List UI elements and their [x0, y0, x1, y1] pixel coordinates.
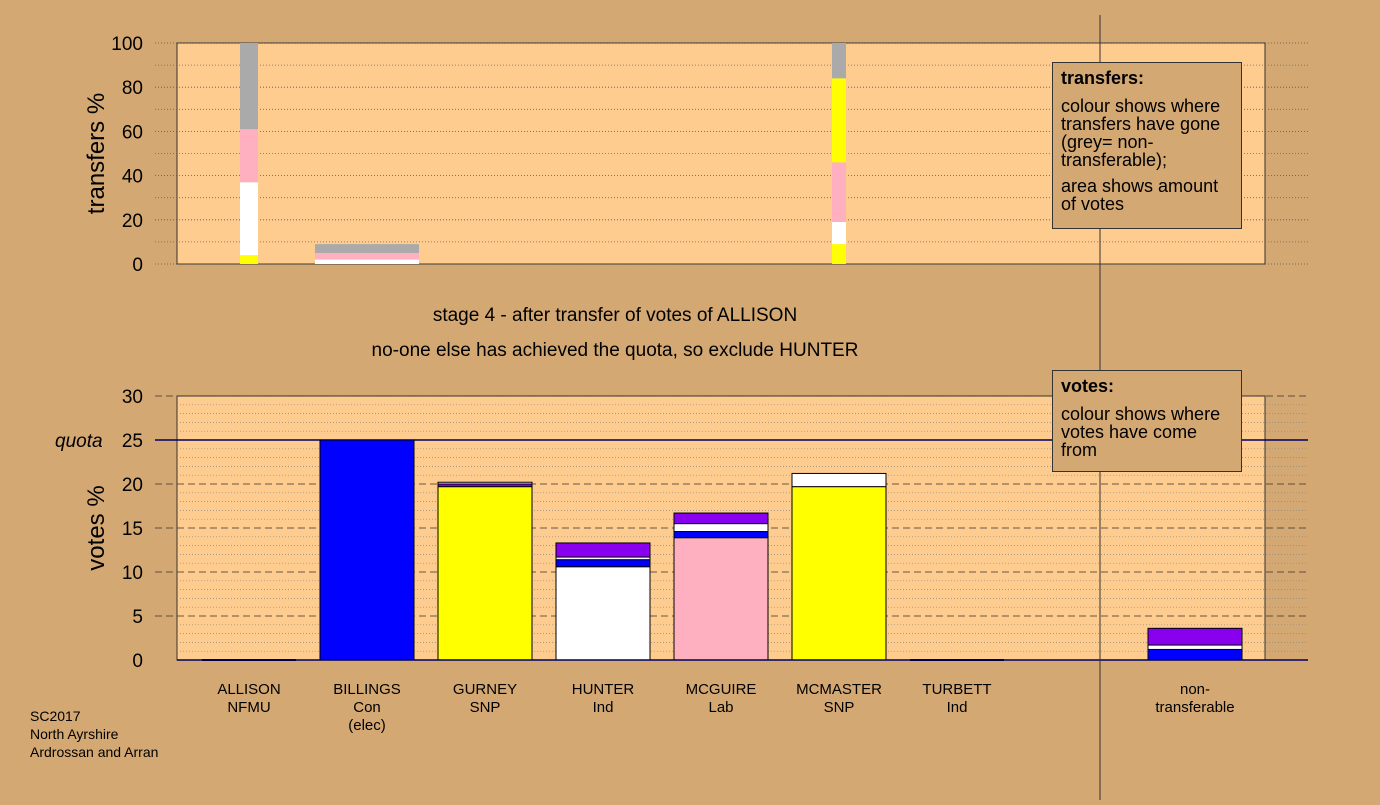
category-label-party: SNP [470, 699, 501, 716]
votes-y-tick-label: 10 [122, 563, 143, 584]
footer-election: SC2017 [30, 708, 81, 724]
category-label-party: Ind [947, 699, 968, 716]
footer: SC2017 North Ayrshire Ardrossan and Arra… [30, 707, 158, 761]
category-label-party: Ind [593, 699, 614, 716]
votes-y-tick-label: 20 [122, 475, 143, 496]
votes-bar-segment-mcguire [673, 537, 769, 661]
votes-bar-segment-mcguire [673, 512, 769, 525]
category-label-nontransferable-1: non- [1180, 681, 1210, 698]
votes-bar-segment-gurney [437, 486, 533, 661]
category-label-nontransferable-2: transferable [1155, 699, 1234, 716]
transfers-bar-segment-allison [240, 182, 258, 256]
category-label-name: TURBETT [922, 681, 991, 698]
category-label-name: GURNEY [453, 681, 517, 698]
category-label-party: NFMU [227, 699, 270, 716]
transfers-bar-segment-allison [240, 43, 258, 130]
votes-legend-title: votes: [1061, 376, 1115, 396]
transfers-bar-segment-mcmaster [832, 222, 846, 245]
category-label-name: HUNTER [572, 681, 635, 698]
transfers-bar-segment-mcmaster [832, 43, 846, 79]
votes-y-tick-label: 15 [122, 519, 143, 540]
transfers-bar-segment-allison [240, 255, 258, 264]
votes-bar-segment-mcguire [673, 531, 769, 539]
transfers-bar-segment-mcmaster [832, 162, 846, 223]
votes-legend-text: colour shows where votes have come from [1061, 404, 1221, 460]
category-label-party: SNP [824, 699, 855, 716]
votes-bar-segment-mcguire [673, 523, 769, 533]
transfers-y-tick-label: 40 [122, 167, 143, 188]
transfers-bar-segment-mcmaster [832, 244, 846, 264]
transfers-y-axis-label: transfers % [83, 93, 110, 214]
footer-ward: Ardrossan and Arran [30, 744, 159, 760]
transfers-bar-segment-billings [315, 244, 419, 253]
transfers-bar-segment-billings [315, 259, 419, 264]
stage-subtitle: no-one else has achieved the quota, so e… [371, 340, 859, 361]
votes-y-axis-label: votes % [83, 485, 110, 570]
category-label-party: Lab [708, 699, 733, 716]
transfers-legend: transfers: colour shows where transfers … [1052, 62, 1242, 229]
transfers-legend-title: transfers: [1061, 68, 1145, 88]
votes-legend: votes: colour shows where votes have com… [1052, 370, 1242, 472]
votes-y-tick-label: 0 [132, 651, 143, 672]
transfers-y-tick-label: 60 [122, 122, 143, 143]
transfers-y-tick-label: 20 [122, 211, 143, 232]
transfers-bar-segment-allison [240, 129, 258, 183]
footer-council: North Ayrshire [30, 726, 119, 742]
votes-y-tick-label: 25 [122, 431, 143, 452]
votes-bar-segment-hunter [555, 559, 651, 568]
transfers-y-tick-label: 80 [122, 78, 143, 99]
transfers-bar-segment-billings [315, 252, 419, 260]
transfers-legend-text-1: colour shows where transfers have gone (… [1061, 96, 1221, 170]
votes-bar-segment-billings [319, 439, 415, 661]
votes-bar-segment-hunter [555, 566, 651, 661]
votes-bar-segment-gurney [437, 481, 533, 485]
votes-bar-segment-non-transferable [1147, 648, 1243, 661]
stage-title: stage 4 - after transfer of votes of ALL… [432, 305, 798, 326]
category-label-name: MCGUIRE [686, 681, 757, 698]
category-label-party: Con [353, 699, 381, 716]
votes-y-tick-label: 30 [122, 387, 143, 408]
votes-bar-segment-hunter [555, 542, 651, 558]
transfers-bar-segment-mcmaster [832, 78, 846, 163]
votes-bar-segment-non-transferable [1147, 644, 1243, 650]
category-label-name: ALLISON [217, 681, 280, 698]
category-label-name: BILLINGS [333, 681, 401, 698]
votes-y-tick-label: 5 [132, 607, 143, 628]
category-label-status: (elec) [348, 717, 386, 734]
votes-bar-segment-non-transferable [1147, 627, 1243, 646]
transfers-y-tick-label: 100 [111, 34, 143, 55]
transfers-legend-text-2: area shows amount of votes [1061, 176, 1219, 214]
quota-label: quota [55, 431, 103, 452]
votes-bar-segment-mcmaster [791, 486, 887, 661]
category-label-name: MCMASTER [796, 681, 882, 698]
transfers-y-tick-label: 0 [132, 255, 143, 276]
votes-bar-segment-mcmaster [791, 472, 887, 488]
